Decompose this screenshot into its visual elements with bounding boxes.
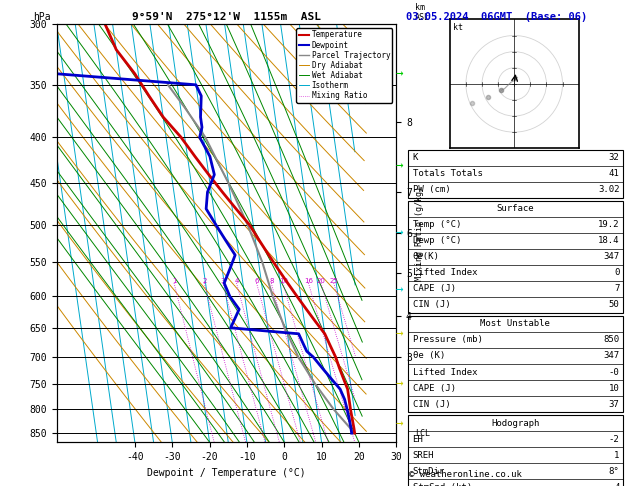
Text: SREH: SREH xyxy=(413,451,434,460)
Text: →: → xyxy=(396,378,403,390)
Text: 25: 25 xyxy=(330,278,338,284)
Text: hPa: hPa xyxy=(33,12,50,22)
Y-axis label: Mixing Ratio (g/kg): Mixing Ratio (g/kg) xyxy=(415,186,424,281)
Text: Most Unstable: Most Unstable xyxy=(480,319,550,329)
Text: StmSpd (kt): StmSpd (kt) xyxy=(413,483,472,486)
Text: 6: 6 xyxy=(255,278,259,284)
Text: Temp (°C): Temp (°C) xyxy=(413,220,461,229)
Text: 32: 32 xyxy=(609,153,620,162)
Text: →: → xyxy=(396,327,403,340)
Text: 50: 50 xyxy=(609,300,620,310)
Text: 0: 0 xyxy=(614,268,620,278)
Text: 347: 347 xyxy=(603,351,620,361)
Text: PW (cm): PW (cm) xyxy=(413,185,450,194)
Text: 7: 7 xyxy=(614,284,620,294)
Text: 37: 37 xyxy=(609,399,620,409)
Text: 8: 8 xyxy=(269,278,274,284)
Text: km
ASL: km ASL xyxy=(415,3,430,22)
Text: 3: 3 xyxy=(221,278,225,284)
Text: 4: 4 xyxy=(614,483,620,486)
Text: 850: 850 xyxy=(603,335,620,345)
Text: 8°: 8° xyxy=(609,467,620,476)
Text: 19.2: 19.2 xyxy=(598,220,620,229)
Text: StmDir: StmDir xyxy=(413,467,445,476)
Text: -2: -2 xyxy=(609,434,620,444)
Text: 41: 41 xyxy=(609,169,620,178)
Text: 347: 347 xyxy=(603,252,620,261)
X-axis label: Dewpoint / Temperature (°C): Dewpoint / Temperature (°C) xyxy=(147,468,306,478)
Text: 03.05.2024  06GMT  (Base: 06): 03.05.2024 06GMT (Base: 06) xyxy=(406,12,587,22)
Text: 18.4: 18.4 xyxy=(598,236,620,245)
Text: Dewp (°C): Dewp (°C) xyxy=(413,236,461,245)
Legend: Temperature, Dewpoint, Parcel Trajectory, Dry Adiabat, Wet Adiabat, Isotherm, Mi: Temperature, Dewpoint, Parcel Trajectory… xyxy=(296,28,392,103)
Text: CIN (J): CIN (J) xyxy=(413,300,450,310)
Text: Lifted Index: Lifted Index xyxy=(413,367,477,377)
Text: Pressure (mb): Pressure (mb) xyxy=(413,335,482,345)
Text: 3.02: 3.02 xyxy=(598,185,620,194)
Text: θe(K): θe(K) xyxy=(413,252,440,261)
Text: kt: kt xyxy=(453,23,463,32)
Text: K: K xyxy=(413,153,418,162)
Text: →: → xyxy=(396,283,403,296)
Text: -0: -0 xyxy=(609,367,620,377)
Text: →: → xyxy=(396,417,403,430)
Text: 1: 1 xyxy=(614,451,620,460)
Text: Surface: Surface xyxy=(496,204,534,213)
Text: © weatheronline.co.uk: © weatheronline.co.uk xyxy=(409,470,521,479)
Text: 16: 16 xyxy=(304,278,313,284)
Text: →: → xyxy=(396,67,403,80)
Text: 1: 1 xyxy=(172,278,177,284)
Text: 20: 20 xyxy=(317,278,326,284)
Text: EH: EH xyxy=(413,434,423,444)
Text: 4: 4 xyxy=(235,278,239,284)
Text: 9°59'N  275°12'W  1155m  ASL: 9°59'N 275°12'W 1155m ASL xyxy=(132,12,321,22)
Text: Totals Totals: Totals Totals xyxy=(413,169,482,178)
Text: 10: 10 xyxy=(609,383,620,393)
Text: →: → xyxy=(396,226,403,239)
Text: Hodograph: Hodograph xyxy=(491,418,539,428)
Text: →: → xyxy=(396,159,403,172)
Text: 10: 10 xyxy=(279,278,288,284)
Text: LCL: LCL xyxy=(415,429,430,437)
Text: 2: 2 xyxy=(203,278,207,284)
Text: CAPE (J): CAPE (J) xyxy=(413,284,455,294)
Text: CAPE (J): CAPE (J) xyxy=(413,383,455,393)
Text: Lifted Index: Lifted Index xyxy=(413,268,477,278)
Text: CIN (J): CIN (J) xyxy=(413,399,450,409)
Text: θe (K): θe (K) xyxy=(413,351,445,361)
